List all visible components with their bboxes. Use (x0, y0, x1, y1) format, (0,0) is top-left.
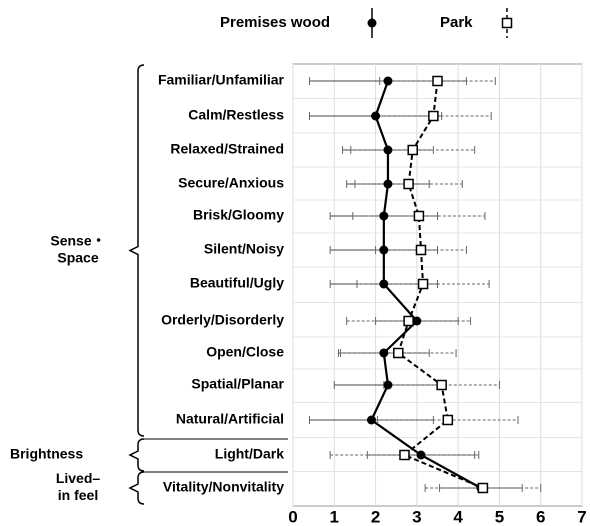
x-tick-label: 1 (330, 507, 339, 526)
group-label: Space (57, 250, 98, 266)
x-tick-label: 5 (495, 507, 504, 526)
point (442, 414, 454, 426)
legend-label: Premises wood (220, 14, 330, 31)
point (383, 380, 393, 390)
point (412, 316, 422, 326)
point (428, 110, 439, 122)
point (417, 278, 429, 290)
point (383, 179, 393, 189)
point (371, 111, 381, 121)
legend-label: Park (440, 14, 473, 31)
x-tick-label: 4 (453, 507, 463, 526)
category-label: Calm/Restless (188, 107, 284, 123)
category-label: Natural/Artificial (176, 411, 284, 427)
point (379, 279, 389, 289)
legend-marker (367, 18, 377, 28)
group-label: Brightness (10, 446, 83, 462)
category-label: Beautiful/Ugly (190, 275, 284, 291)
point (413, 210, 425, 222)
group-brace (128, 64, 145, 437)
group-label: Lived– (56, 470, 101, 486)
point (366, 415, 376, 425)
category-label: Open/Close (206, 344, 284, 360)
category-label: Silent/Noisy (204, 241, 284, 257)
category-label: Brisk/Gloomy (193, 207, 284, 223)
category-label: Vitality/Nonvitality (163, 479, 284, 495)
group-brace (128, 438, 145, 472)
point (403, 315, 414, 327)
category-label: Familiar/Unfamiliar (158, 72, 285, 88)
category-label: Orderly/Disorderly (161, 312, 284, 328)
x-tick-label: 7 (577, 507, 586, 526)
category-label: Relaxed/Strained (170, 141, 284, 157)
point (415, 244, 427, 256)
x-tick-label: 6 (536, 507, 545, 526)
point (379, 245, 389, 255)
x-tick-label: 0 (288, 507, 297, 526)
legend-marker (501, 17, 513, 29)
point (379, 348, 389, 358)
point (403, 178, 414, 190)
category-label: Secure/Anxious (178, 175, 284, 191)
point (383, 76, 393, 86)
point (416, 450, 426, 460)
point (436, 379, 447, 391)
group-label: in feel (58, 487, 98, 503)
point (399, 449, 410, 461)
point (432, 75, 443, 87)
point (379, 211, 389, 221)
group-label: Sense・ (50, 233, 105, 249)
point (393, 347, 404, 359)
category-label: Spatial/Planar (191, 376, 284, 392)
group-brace (128, 471, 145, 505)
category-label: Light/Dark (215, 446, 284, 462)
point (477, 482, 489, 494)
x-tick-label: 3 (412, 507, 421, 526)
x-tick-label: 2 (371, 507, 380, 526)
point (407, 144, 418, 156)
point (383, 145, 393, 155)
